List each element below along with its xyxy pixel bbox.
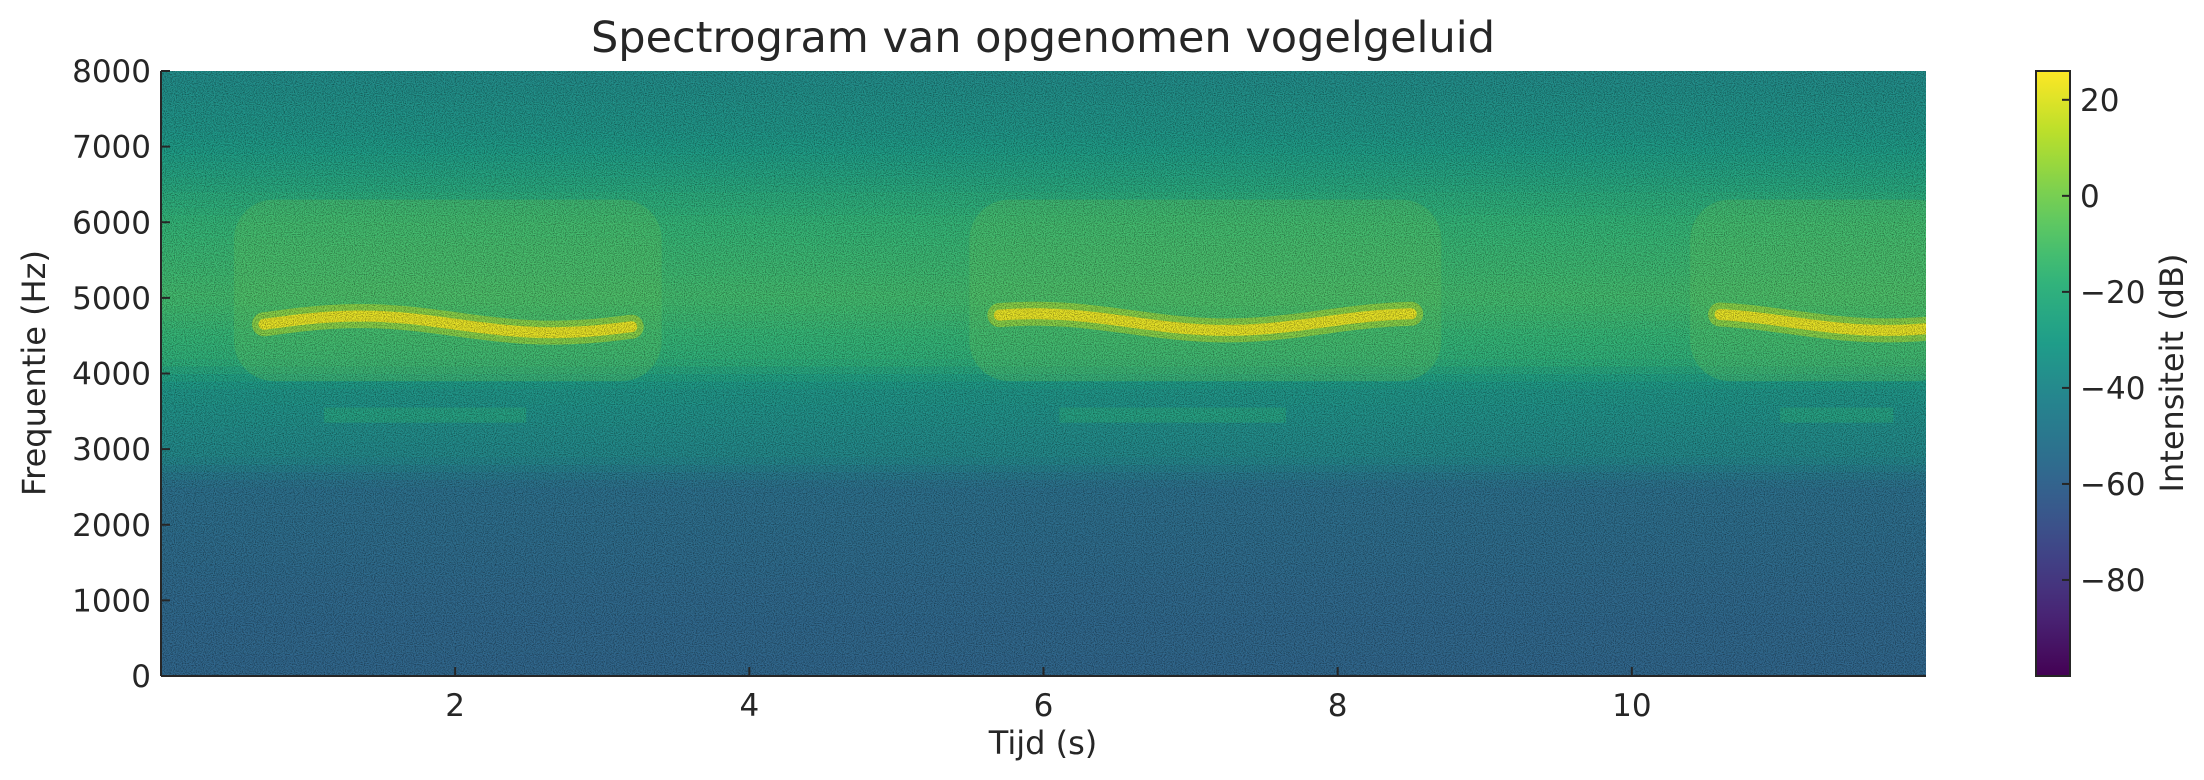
colorbar-ticks: −80 −60 −40 −20 0 20 — [2062, 83, 2145, 599]
colorbar-tick-label: −60 — [2080, 467, 2145, 503]
y-tick-label: 2000 — [72, 508, 151, 544]
x-tick-label: 10 — [1612, 688, 1651, 724]
colorbar-tick-label: 0 — [2080, 179, 2100, 215]
y-ticks: 0 1000 2000 3000 4000 5000 6000 7000 8000 — [72, 54, 170, 695]
colorbar: −80 −60 −40 −20 0 20 Intensiteit (dB) — [2035, 70, 2191, 677]
x-axis-label: Tijd (s) — [988, 724, 1097, 762]
x-tick-label: 6 — [1034, 688, 1054, 724]
y-tick-label: 4000 — [72, 357, 151, 393]
y-tick-label: 6000 — [72, 205, 151, 241]
y-tick-label: 5000 — [72, 281, 151, 317]
y-tick-label: 1000 — [72, 583, 151, 619]
noise-texture — [161, 71, 1926, 676]
colorbar-bar — [2035, 70, 2071, 677]
y-tick-label: 7000 — [72, 130, 151, 166]
y-tick-label: 3000 — [72, 432, 151, 468]
y-tick-label: 8000 — [72, 54, 151, 90]
plot-area: 2 4 6 8 10 0 1000 2000 3000 4000 5000 6000 7000 8000 — [72, 54, 1926, 724]
y-tick-label: 0 — [131, 659, 151, 695]
colorbar-tick-label: −40 — [2080, 371, 2145, 407]
x-tick-label: 8 — [1328, 688, 1348, 724]
x-tick-label: 2 — [445, 688, 465, 724]
colorbar-tick-label: 20 — [2080, 83, 2119, 119]
y-axis-label: Frequentie (Hz) — [15, 250, 53, 496]
x-tick-label: 4 — [739, 688, 759, 724]
colorbar-tick-label: −80 — [2080, 563, 2145, 599]
colorbar-label: Intensiteit (dB) — [2153, 254, 2191, 493]
chart-title: Spectrogram van opgenomen vogelgeluid — [591, 13, 1495, 63]
x-ticks: 2 4 6 8 10 — [445, 667, 1652, 724]
colorbar-tick-label: −20 — [2080, 275, 2145, 311]
